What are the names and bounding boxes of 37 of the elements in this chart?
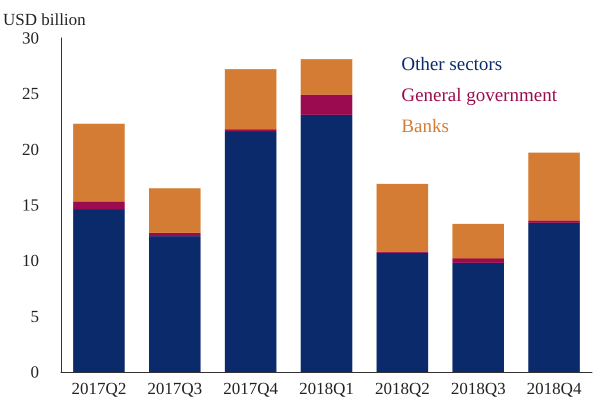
bar [300, 59, 352, 95]
bar [376, 184, 428, 252]
text: Banks [401, 116, 449, 137]
bar [452, 258, 504, 263]
y-tick-label: 5 [30, 306, 39, 326]
bar [452, 262, 504, 372]
x-tick-label: 2017Q4 [223, 379, 279, 398]
x-tick-label: 2017Q3 [147, 379, 202, 398]
bar [452, 224, 504, 258]
bar [300, 114, 352, 372]
x-tick-label: 2018Q2 [374, 379, 430, 398]
bar [376, 252, 428, 372]
x-tick-label: 2017Q2 [72, 379, 126, 398]
bar [528, 152, 580, 221]
bar [300, 94, 352, 115]
y-tick-label: 0 [30, 362, 39, 382]
x-tick-label: 2018Q1 [299, 379, 354, 398]
text: General government [401, 85, 558, 106]
bar [148, 188, 201, 233]
bar [73, 202, 125, 210]
bar [528, 222, 580, 372]
x-tick-label: 2018Q3 [450, 379, 506, 398]
bar [73, 124, 125, 202]
y-axis-title: USD billion [3, 10, 86, 29]
bar [224, 129, 276, 132]
bar [224, 69, 276, 130]
y-tick-label: 20 [22, 140, 39, 159]
y-tick-label: 10 [22, 251, 39, 270]
bar [148, 236, 201, 372]
y-tick-label: 30 [22, 28, 39, 48]
text: Other sectors [401, 54, 502, 75]
bar [73, 209, 125, 372]
y-tick-label: 15 [22, 196, 39, 214]
x-tick-label: 2018Q4 [526, 379, 582, 398]
y-tick-label: 25 [22, 84, 39, 104]
bar [224, 132, 276, 372]
bar [148, 232, 201, 236]
